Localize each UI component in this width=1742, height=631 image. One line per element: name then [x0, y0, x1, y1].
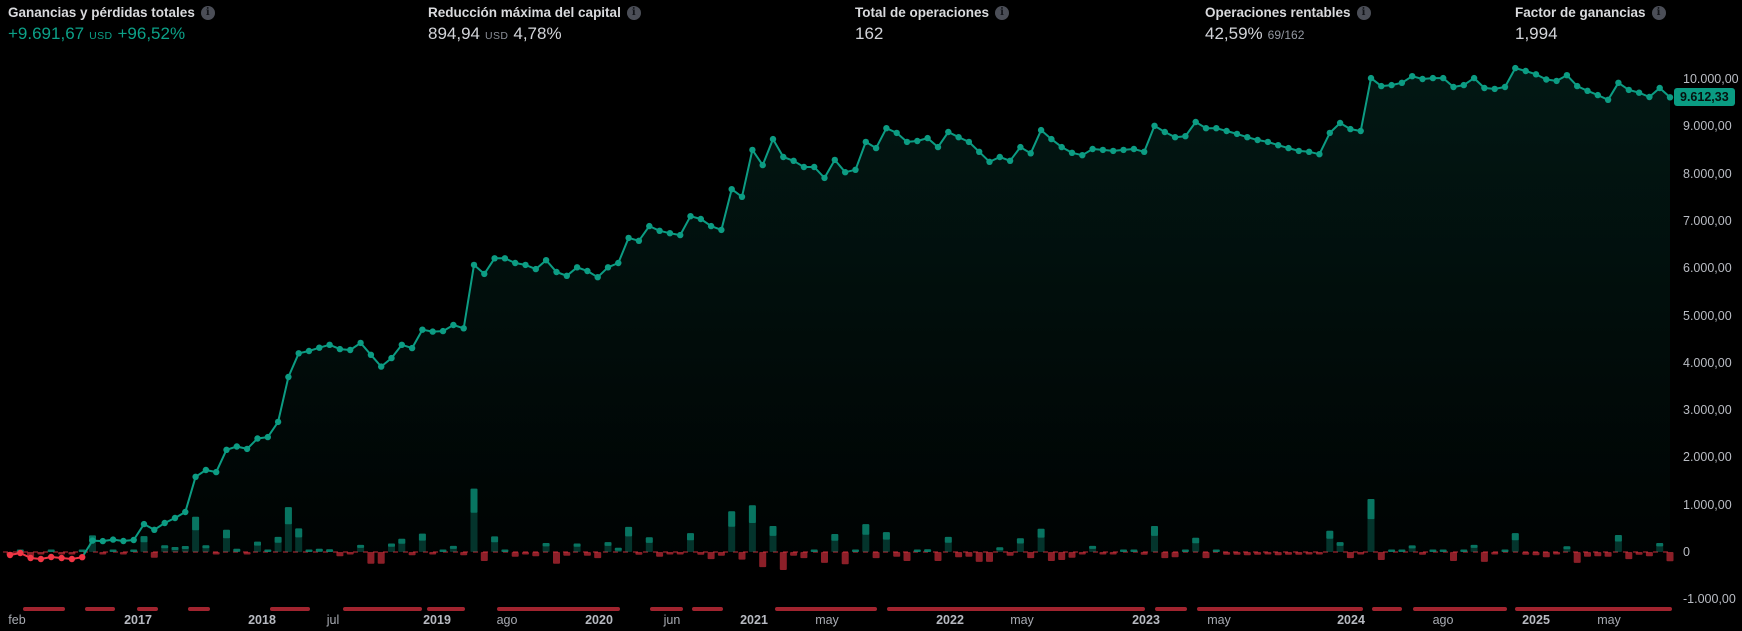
- info-icon[interactable]: i: [1651, 5, 1666, 20]
- pnl-bars: [6, 488, 1674, 570]
- stat-value: 162: [855, 24, 884, 43]
- y-axis-label: 10.000,00: [1683, 72, 1739, 86]
- y-axis-label: 5.000,00: [1683, 308, 1732, 323]
- losing-streak-segment: [1413, 607, 1507, 611]
- stat-label: Operaciones rentables: [1205, 5, 1351, 20]
- x-axis-year-label: 2023: [1132, 613, 1160, 627]
- stat-label: Ganancias y pérdidas totales: [8, 5, 195, 20]
- x-axis-month-label: ago: [496, 613, 518, 627]
- info-icon[interactable]: i: [995, 5, 1010, 20]
- y-axis-label: 8.000,00: [1683, 166, 1732, 181]
- x-axis-year-label: 2022: [936, 613, 964, 627]
- losing-streak-segment: [137, 607, 158, 611]
- stat-net-profit: Ganancias y pérdidas totales i +9.691,67 U…: [8, 4, 215, 44]
- x-axis-year-label: 2024: [1337, 613, 1365, 627]
- stat-label: Total de operaciones: [855, 5, 990, 20]
- losing-streak-segment: [188, 607, 210, 611]
- stat-max-drawdown: Reducción máxima del capital i 894,94 USD 4…: [428, 4, 641, 44]
- y-axis-label: 9.000,00: [1683, 119, 1732, 134]
- losing-streak-segment: [1155, 607, 1187, 611]
- losing-streak-segment: [343, 607, 422, 611]
- x-axis-month-label: feb: [8, 613, 26, 627]
- y-axis-label: 4.000,00: [1683, 355, 1732, 370]
- performance-summary-bar: Ganancias y pérdidas totales i +9.691,67 U…: [0, 0, 1742, 45]
- losing-streak-segment: [650, 607, 683, 611]
- y-axis-label: 7.000,00: [1683, 213, 1732, 228]
- last-value-badge: 9.612,33: [1674, 88, 1735, 106]
- y-axis-label: 0: [1683, 545, 1690, 559]
- stat-extra: 4,78%: [513, 24, 562, 43]
- stat-value: 894,94: [428, 24, 480, 43]
- stat-total-trades: Total de operaciones i 162: [855, 4, 1010, 44]
- info-icon[interactable]: i: [1356, 5, 1371, 20]
- x-axis-year-label: 2017: [124, 613, 152, 627]
- equity-area: [10, 68, 1670, 552]
- y-axis-label: 2.000,00: [1683, 450, 1732, 465]
- stat-value: +9.691,67: [8, 24, 85, 43]
- x-axis-month-label: may: [815, 613, 839, 627]
- x-axis-year-label: 2018: [248, 613, 276, 627]
- losing-streak-segment: [270, 607, 310, 611]
- losing-streak-segment: [23, 607, 65, 611]
- stat-extra: 69/162: [1267, 28, 1305, 42]
- stat-extra: +96,52%: [117, 24, 186, 43]
- y-axis-label: -1.000,00: [1683, 592, 1736, 607]
- info-icon[interactable]: i: [200, 5, 215, 20]
- equity-chart-canvas[interactable]: [0, 45, 1742, 631]
- x-axis-month-label: may: [1597, 613, 1621, 627]
- y-axis-label: 6.000,00: [1683, 261, 1732, 276]
- y-axis-label: 3.000,00: [1683, 403, 1732, 418]
- losing-streak-segment: [497, 607, 620, 611]
- x-axis-month-label: may: [1207, 613, 1231, 627]
- losing-streak-segment: [887, 607, 1145, 611]
- losing-streak-segment: [692, 607, 723, 611]
- x-axis-year-label: 2019: [423, 613, 451, 627]
- x-axis-month-label: ago: [1432, 613, 1454, 627]
- losing-streak-segment: [1372, 607, 1402, 611]
- x-axis-month-label: jun: [663, 613, 681, 627]
- equity-points: [6, 64, 1674, 563]
- stat-label: Reducción máxima del capital: [428, 5, 621, 20]
- losing-streak-segment: [427, 607, 465, 611]
- stat-value: 42,59%: [1205, 24, 1263, 43]
- stat-unit: USD: [485, 30, 509, 42]
- stat-value: 1,994: [1515, 24, 1558, 43]
- stat-unit: USD: [89, 30, 113, 42]
- x-axis-month-label: may: [1010, 613, 1034, 627]
- stat-profit-factor: Factor de ganancias i 1,994: [1515, 4, 1666, 44]
- stat-percent-profitable: Operaciones rentables i 42,59% 69/162: [1205, 4, 1371, 44]
- y-axis-label: 1.000,00: [1683, 497, 1732, 512]
- stat-label: Factor de ganancias: [1515, 5, 1646, 20]
- x-axis-year-label: 2021: [740, 613, 768, 627]
- losing-streak-segment: [1197, 607, 1363, 611]
- losing-streak-segment: [85, 607, 115, 611]
- info-icon[interactable]: i: [626, 5, 641, 20]
- x-axis-month-label: jul: [326, 613, 340, 627]
- x-axis-year-label: 2025: [1522, 613, 1550, 627]
- equity-chart[interactable]: 10.000,00 9.000,00 8.000,00 7.000,00 6.000,0…: [0, 45, 1742, 631]
- x-axis-year-label: 2020: [585, 613, 613, 627]
- losing-streak-segment: [1515, 607, 1672, 611]
- losing-streak-segment: [775, 607, 877, 611]
